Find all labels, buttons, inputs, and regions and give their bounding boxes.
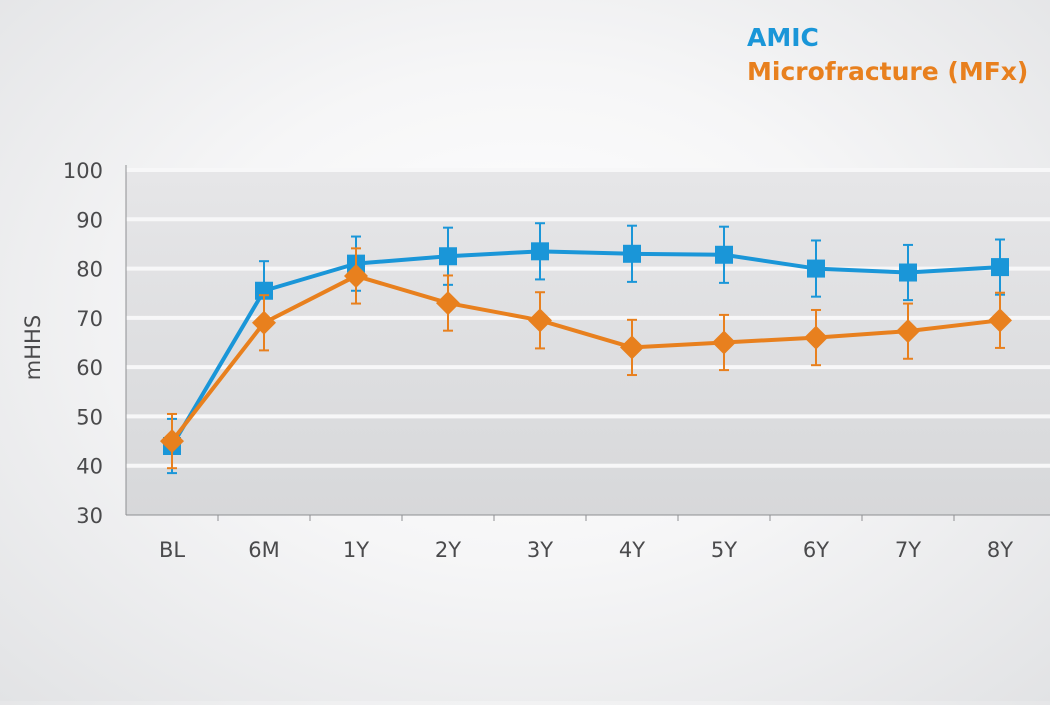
legend-item: AMIC — [747, 23, 819, 52]
x-tick-label: 6Y — [803, 538, 829, 562]
data-point-diamond — [620, 335, 644, 360]
y-tick-label: 40 — [76, 455, 103, 479]
data-point-square — [531, 242, 549, 261]
y-axis-label: mHHS — [21, 315, 45, 380]
y-tick-label: 80 — [76, 258, 103, 282]
data-point-diamond — [160, 429, 184, 454]
series-mfx — [160, 247, 1012, 470]
x-tick-label: 7Y — [895, 538, 921, 562]
series-line — [170, 273, 1001, 443]
y-tick-label: 70 — [76, 307, 103, 331]
data-point-diamond — [896, 319, 920, 344]
data-point-diamond — [804, 325, 828, 350]
plot-area — [126, 170, 1050, 515]
y-tick-label: 30 — [76, 504, 103, 528]
x-tick-label: 8Y — [987, 538, 1013, 562]
y-tick-label: 90 — [76, 208, 103, 232]
x-tick-label: 5Y — [711, 538, 737, 562]
data-point-diamond — [712, 330, 736, 355]
y-tick-label: 100 — [63, 159, 103, 183]
data-point-square — [439, 247, 457, 266]
y-tick-label: 60 — [76, 356, 103, 380]
data-point-square — [623, 244, 641, 263]
x-tick-label: BL — [159, 538, 185, 562]
x-tick-label: 6M — [248, 538, 279, 562]
x-tick-label: 3Y — [527, 538, 553, 562]
data-point-diamond — [252, 310, 276, 335]
x-tick-label: 2Y — [435, 538, 461, 562]
series-amic — [163, 222, 1009, 475]
x-tick-label: 1Y — [343, 538, 369, 562]
y-tick-label: 50 — [76, 405, 103, 429]
x-tick-label: 4Y — [619, 538, 645, 562]
data-point-square — [991, 258, 1009, 277]
data-point-square — [807, 259, 825, 278]
series-line — [170, 249, 1001, 448]
data-point-diamond — [436, 291, 460, 316]
data-point-diamond — [344, 263, 368, 288]
data-point-square — [899, 263, 917, 282]
data-point-diamond — [988, 308, 1012, 333]
legend-item: Microfracture (MFx) — [747, 57, 1028, 86]
data-point-diamond — [528, 308, 552, 333]
data-point-square — [715, 245, 733, 264]
